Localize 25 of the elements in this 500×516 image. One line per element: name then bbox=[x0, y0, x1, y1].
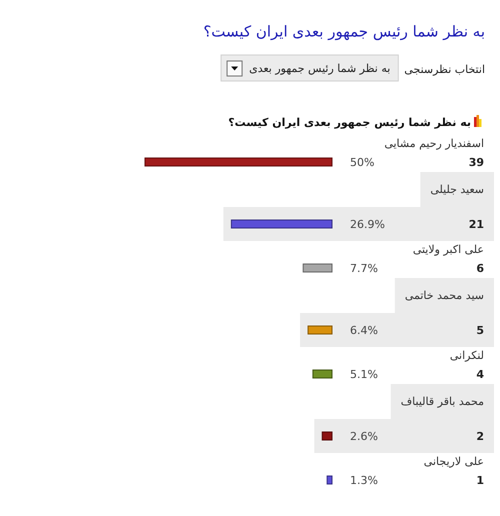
text: به نظر شما رئیس جمهور بعدی bbox=[249, 62, 390, 75]
y-tick-label: علی اکبر ولایتی bbox=[412, 242, 484, 256]
chart-subtitle: به نظر شما رئیس جمهور بعدی ایران کیست؟ bbox=[228, 116, 471, 129]
data-label: 26.9% bbox=[350, 218, 385, 231]
y-tick-label: سید محمد خاتمی bbox=[404, 288, 484, 302]
data-label: 2.6% bbox=[350, 430, 378, 443]
y-tick-label: اسفندیار رحیم مشایی bbox=[384, 136, 484, 150]
chart-title: به نظر شما رئیس جمهور بعدی ایران کیست؟ bbox=[203, 22, 485, 40]
data-label: 6.4% bbox=[350, 324, 378, 337]
text: 2 bbox=[476, 430, 484, 443]
text: 1 bbox=[476, 474, 484, 487]
text: 6 bbox=[476, 262, 484, 275]
y-tick-label: محمد باقر قالیباف bbox=[400, 394, 484, 408]
text: 21 bbox=[468, 218, 484, 231]
text: 39 bbox=[468, 156, 484, 169]
text: انتخاب نظرسنجی bbox=[404, 62, 485, 76]
y-tick-label: لنکرانی bbox=[450, 348, 484, 362]
data-label: 50% bbox=[350, 156, 374, 169]
y-tick-label: علی لاریجانی bbox=[424, 454, 484, 468]
y-tick-label: سعید جلیلی bbox=[430, 182, 484, 196]
text: 5 bbox=[476, 324, 484, 337]
data-label: 1.3% bbox=[350, 474, 378, 487]
data-label: 7.7% bbox=[350, 262, 378, 275]
data-label: 5.1% bbox=[350, 368, 378, 381]
text: 4 bbox=[476, 368, 484, 381]
